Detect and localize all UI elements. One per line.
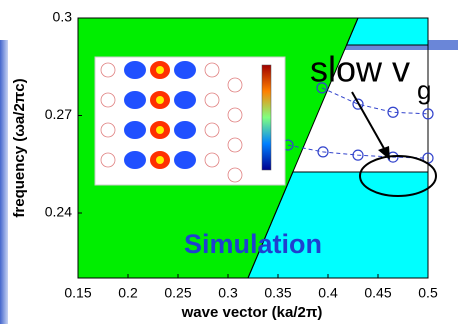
x-tick-label: 0.25 [164, 285, 191, 301]
y-tick-label: 0.3 [53, 9, 73, 25]
x-tick-label: 0.45 [364, 285, 391, 301]
y-tick-label: 0.24 [45, 204, 72, 220]
chart: 0.150.20.250.30.350.40.450.50.240.270.3 … [0, 0, 458, 324]
x-tick-label: 0.3 [218, 285, 238, 301]
x-tick-label: 0.35 [264, 285, 291, 301]
annotation: slow v [310, 49, 410, 90]
x-tick-label: 0.5 [418, 285, 438, 301]
inset-image [95, 57, 285, 185]
x-tick-label: 0.4 [318, 285, 338, 301]
x-axis-label: wave vector (ka/2π) [181, 304, 323, 321]
band-region [347, 18, 428, 45]
annotation-subscript: g [417, 75, 431, 105]
x-tick-label: 0.2 [118, 285, 138, 301]
x-tick-label: 0.15 [64, 285, 91, 301]
annotation: Simulation [184, 229, 322, 259]
y-tick-label: 0.27 [45, 106, 72, 122]
y-axis-label: frequency (ωa/2πc) [11, 78, 28, 217]
slide-edge [0, 40, 8, 324]
